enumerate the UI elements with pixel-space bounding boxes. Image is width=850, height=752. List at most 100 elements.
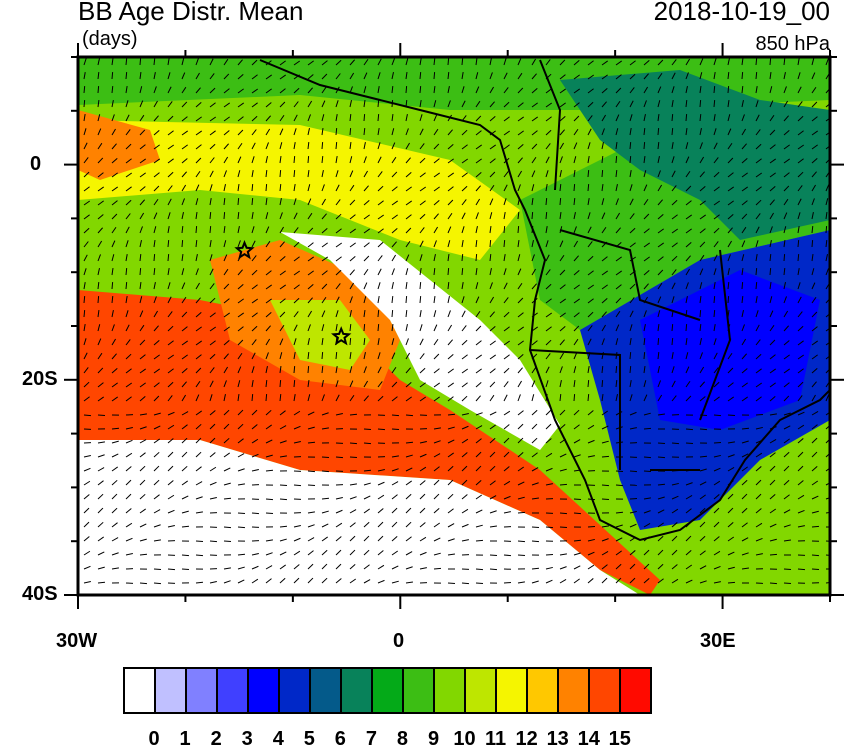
colorbar-swatch [187,669,218,712]
wind-barb [658,457,665,458]
wind-barb [182,555,189,556]
wind-barb [280,170,281,177]
wind-barb [658,338,659,345]
wind-barb [350,338,351,345]
wind-barb [252,394,253,401]
wind-barb [644,142,645,149]
colorbar-swatch [342,669,373,712]
wind-barb [98,296,99,303]
wind-barb [490,240,491,247]
wind-barb [280,380,281,387]
wind-barb [574,513,581,514]
wind-barb [406,86,407,93]
wind-barb [126,282,127,289]
wind-barb [630,471,637,472]
wind-barb [686,324,687,331]
wind-barb [602,170,603,177]
lon-label-30e: 30E [700,630,736,653]
wind-barb [112,282,113,289]
colorbar-swatch [280,669,311,712]
wind-barb [126,58,127,65]
wind-barb [350,414,357,415]
wind-barb [462,268,463,275]
wind-barb [574,184,575,191]
colorbar-swatch [590,669,621,712]
wind-barb [462,254,463,261]
wind-barb [560,198,561,205]
wind-barb [308,156,309,163]
wind-barb [126,72,127,79]
wind-barb [238,527,245,528]
wind-barb [728,296,729,303]
wind-barb [672,114,673,121]
wind-barb [140,583,147,584]
wind-barb [182,240,183,247]
wind-barb [224,527,231,528]
colorbar-label: 7 [366,728,377,751]
wind-barb [280,499,287,500]
colorbar-label: 15 [609,728,631,751]
wind-barb [378,100,379,107]
wind-barb [602,456,609,457]
wind-barb [420,86,421,93]
wind-barb [532,527,539,528]
wind-barb [504,555,511,556]
wind-barb [252,513,259,514]
wind-barb [168,240,169,247]
colorbar-label: 13 [547,728,569,751]
wind-barb [672,324,673,331]
colorbar-label: 0 [148,728,159,751]
wind-barb [420,296,421,303]
wind-barb [392,415,399,416]
colorbar-label: 2 [211,728,222,751]
wind-barb [448,583,455,584]
wind-barb [322,471,329,472]
wind-barb [252,184,253,191]
wind-barb [322,142,323,149]
wind-barb [728,582,735,583]
wind-barb [504,240,505,247]
wind-barb [196,226,197,233]
wind-barb [756,72,757,79]
colorbar-swatch [249,669,280,712]
wind-barb [210,212,211,219]
wind-barb [532,212,533,219]
wind-barb [812,526,819,527]
wind-barb [588,184,589,191]
wind-barb [84,86,85,93]
wind-barb [154,583,161,584]
wind-barb [84,100,85,107]
colorbar-swatch [497,669,528,712]
wind-barb [448,268,449,275]
wind-barb [210,541,217,542]
wind-barb [728,86,729,93]
wind-barb [322,352,323,359]
wind-barb [294,485,301,486]
wind-barb [308,442,315,443]
wind-barb [784,583,791,584]
colorbar-swatch [435,669,466,712]
wind-barb [756,282,757,289]
wind-barb [224,212,225,219]
wind-barb [616,366,617,373]
wind-barb [84,296,85,303]
wind-barb [714,296,715,303]
colorbar-label: 14 [578,728,600,751]
wind-barb [84,415,91,416]
wind-barb [364,114,365,121]
wind-barb [602,380,603,387]
wind-barb [518,226,519,233]
wind-barb [672,338,673,345]
wind-barb [546,527,553,528]
wind-barb [350,128,351,135]
colorbar-swatch [373,669,404,712]
wind-barb [644,352,645,359]
wind-barb [420,72,421,79]
wind-barb [336,457,343,458]
wind-barb [630,366,631,373]
wind-barb [574,394,575,401]
wind-barb [392,310,393,317]
wind-barb [266,184,267,191]
wind-barb [658,128,659,135]
wind-barb [308,366,309,373]
